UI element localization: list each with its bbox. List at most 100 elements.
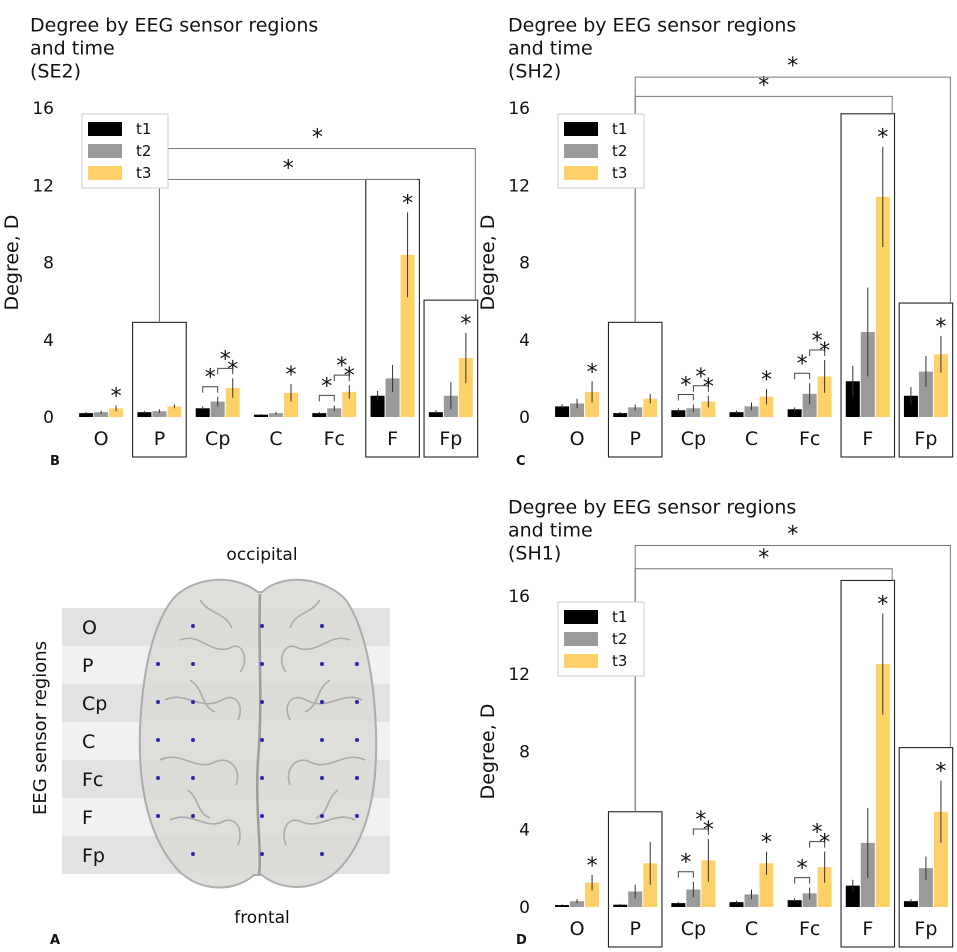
pair-star: * xyxy=(321,374,332,399)
significance-star: * xyxy=(402,191,413,216)
bar-t1 xyxy=(312,413,327,417)
y-tick-label: 16 xyxy=(508,587,530,607)
pair-bracket xyxy=(692,385,709,392)
chart-title-line: Degree by EEG sensor regions xyxy=(508,15,796,37)
occipital-label: occipital xyxy=(226,545,297,565)
x-tick-label: F xyxy=(862,918,873,940)
y-axis-label: Degree, D xyxy=(477,704,499,800)
bar-t1 xyxy=(787,409,802,417)
electrode-dot xyxy=(260,814,264,818)
x-tick-label: Cp xyxy=(205,428,230,450)
y-tick-label: 0 xyxy=(43,408,54,428)
x-tick-label: Fc xyxy=(799,918,820,940)
bar-t3 xyxy=(817,867,832,907)
electrode-dot xyxy=(320,776,324,780)
pair-bracket xyxy=(809,349,826,357)
brain-outline xyxy=(138,578,378,889)
x-tick-label: Fp xyxy=(914,918,937,940)
electrode-dot xyxy=(260,738,264,742)
electrode-dot xyxy=(355,814,359,818)
bar-t3 xyxy=(701,401,716,417)
bar-t3 xyxy=(109,408,124,417)
bar-t3 xyxy=(458,358,473,417)
bar-t2 xyxy=(686,408,701,417)
region-bracket-star: * xyxy=(758,546,769,571)
bar-t1 xyxy=(137,412,152,417)
electrode-dot xyxy=(355,776,359,780)
x-tick-label: C xyxy=(745,918,758,940)
bar-t2 xyxy=(570,901,585,907)
y-tick-label: 12 xyxy=(508,665,530,685)
electrode-dot xyxy=(260,662,264,666)
bar-t1 xyxy=(428,412,443,417)
bar-t1 xyxy=(845,381,860,417)
x-tick-label: P xyxy=(629,918,640,940)
bar-t3 xyxy=(875,196,890,417)
pair-star: * xyxy=(812,821,823,846)
bar-t2 xyxy=(918,868,933,907)
significance-star: * xyxy=(935,315,946,340)
significance-star: * xyxy=(761,368,772,393)
highlight-box-fp xyxy=(898,747,954,948)
pair-bracket xyxy=(318,394,335,402)
x-tick-label: Fc xyxy=(324,428,345,450)
region-bracket xyxy=(634,95,893,323)
legend-swatch-t3 xyxy=(564,166,598,180)
electrode-dot xyxy=(320,624,324,628)
electrode-dot xyxy=(260,776,264,780)
x-tick-label: O xyxy=(570,428,585,450)
eeg-regions-axis-label: EEG sensor regions xyxy=(30,641,51,815)
y-tick-label: 4 xyxy=(519,331,530,351)
region-label-c: C xyxy=(82,731,95,753)
bar-t1 xyxy=(79,413,94,417)
x-tick-label: P xyxy=(154,428,165,450)
y-tick-label: 8 xyxy=(519,254,530,274)
electrode-dot xyxy=(320,700,324,704)
region-label-p: P xyxy=(82,655,93,677)
pair-star: * xyxy=(205,366,216,391)
bar-t2 xyxy=(385,378,400,417)
bar-t1 xyxy=(370,395,385,417)
legend-label-t1: t1 xyxy=(612,608,627,626)
electrode-dot xyxy=(191,738,195,742)
region-label-f: F xyxy=(82,807,93,829)
pair-bracket xyxy=(692,828,709,835)
electrode-dot xyxy=(191,776,195,780)
pair-star: * xyxy=(797,352,808,377)
electrode-dot xyxy=(191,624,195,628)
bar-t2 xyxy=(628,891,643,907)
region-bracket xyxy=(634,76,951,323)
bar-t3 xyxy=(643,398,658,417)
electrode-dot xyxy=(191,662,195,666)
highlight-box-fp xyxy=(898,302,954,458)
legend-label-t1: t1 xyxy=(612,120,627,138)
bar-t2 xyxy=(628,407,643,417)
bar-t1 xyxy=(555,905,570,907)
highlight-box-f xyxy=(840,113,896,458)
pair-star: * xyxy=(812,329,823,354)
panel-label-b: B xyxy=(50,454,60,469)
bar-t2 xyxy=(210,401,225,417)
electrode-dot xyxy=(156,662,160,666)
bar-t3 xyxy=(759,396,774,417)
legend-label-t1: t1 xyxy=(136,120,151,138)
bar-t2 xyxy=(327,408,342,417)
bar-t3 xyxy=(643,863,658,907)
bar-t1 xyxy=(671,903,686,907)
legend-swatch-t1 xyxy=(88,122,122,136)
region-bracket-star: * xyxy=(312,126,323,151)
electrode-dot xyxy=(191,852,195,856)
x-tick-label: F xyxy=(387,428,398,450)
significance-star: * xyxy=(935,760,946,785)
electrode-dot xyxy=(260,624,264,628)
bar-t2 xyxy=(152,411,167,417)
legend-swatch-t2 xyxy=(564,632,598,646)
region-bracket-star: * xyxy=(758,73,769,98)
bar-t1 xyxy=(613,904,628,907)
significance-star: * xyxy=(877,126,888,151)
legend-swatch-t3 xyxy=(564,654,598,668)
pair-bracket xyxy=(809,841,826,848)
region-bracket-star: * xyxy=(787,522,798,547)
